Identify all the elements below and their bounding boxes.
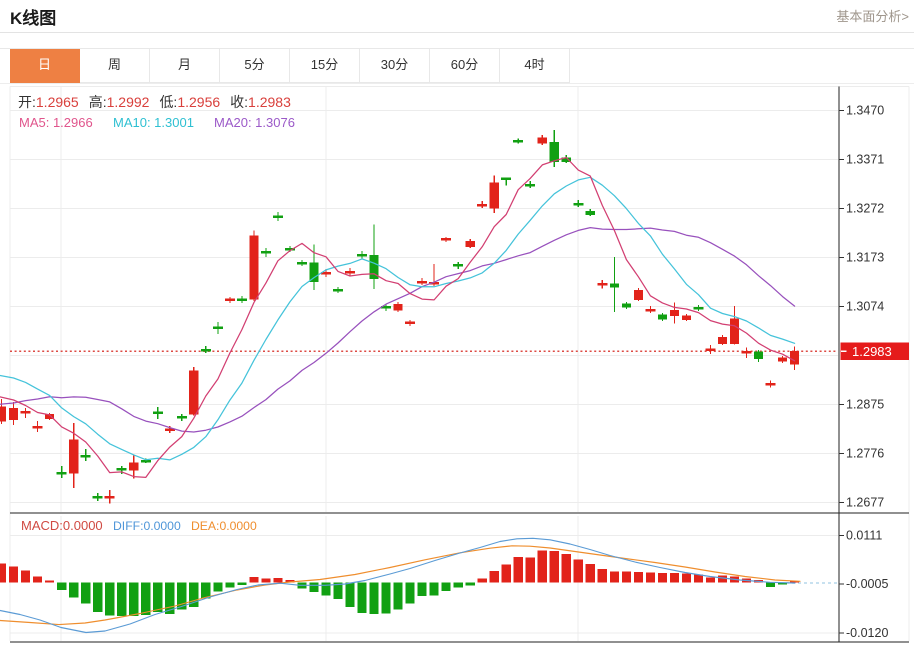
svg-text:1.2677: 1.2677: [846, 496, 884, 510]
svg-text:1.2983: 1.2983: [852, 344, 892, 359]
svg-text:MA20: 1.3076: MA20: 1.3076: [214, 115, 295, 130]
svg-text:-0.0120: -0.0120: [846, 626, 888, 640]
svg-text:MA5: 1.2966: MA5: 1.2966: [19, 115, 93, 130]
svg-text:MACD:0.0000: MACD:0.0000: [21, 518, 103, 533]
svg-text:1.3074: 1.3074: [846, 300, 884, 314]
svg-text:1.2875: 1.2875: [846, 398, 884, 412]
svg-text:-0.0005: -0.0005: [846, 577, 888, 591]
svg-text:1.2776: 1.2776: [846, 447, 884, 461]
svg-text:MA10: 1.3001: MA10: 1.3001: [113, 115, 194, 130]
svg-text:1.3173: 1.3173: [846, 251, 884, 265]
svg-text:DIFF:0.0000: DIFF:0.0000: [113, 519, 181, 533]
svg-text:0.0111: 0.0111: [846, 529, 882, 543]
svg-text:1.3272: 1.3272: [846, 202, 884, 216]
svg-text:DEA:0.0000: DEA:0.0000: [191, 519, 257, 533]
svg-text:1.3470: 1.3470: [846, 104, 884, 118]
svg-text:1.3371: 1.3371: [846, 153, 884, 167]
